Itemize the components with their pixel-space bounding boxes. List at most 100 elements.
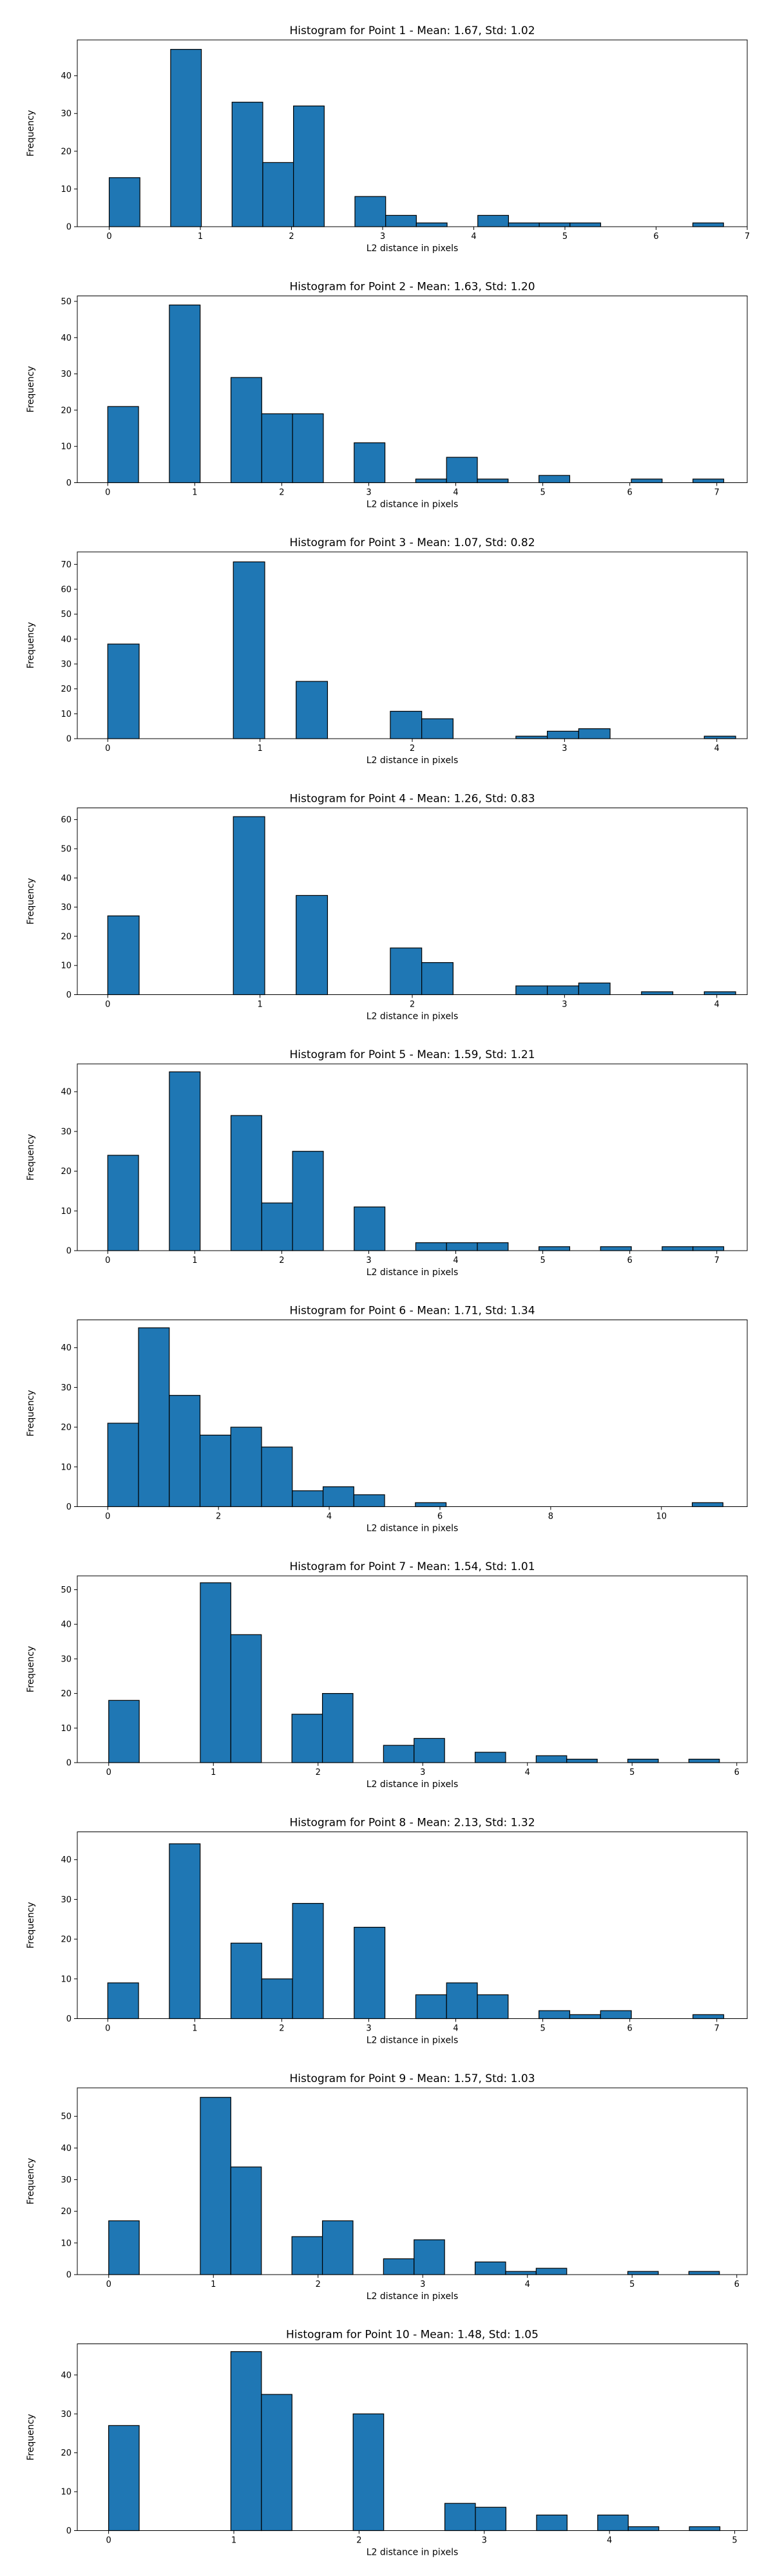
x-tick-label: 0 [105, 1000, 110, 1010]
histogram-bar [200, 2097, 231, 2275]
x-tick-label: 5 [562, 232, 568, 242]
histogram-bar [569, 2014, 601, 2020]
histogram-bar [600, 1246, 632, 1251]
histogram-bar [535, 1755, 568, 1763]
chart-panel-5: 0 1 2 3 4 5 6 7 0 10 20 30 40 Histogram for Point 5 -… [26, 1048, 748, 1278]
x-tick-label: 7 [745, 232, 750, 242]
x-tick-label: 3 [366, 1256, 371, 1265]
histogram-bar [107, 1423, 139, 1508]
plot-frame [77, 1063, 748, 1251]
histogram-bar [383, 1745, 415, 1763]
histogram-bar [390, 710, 423, 739]
histogram-bar [291, 2236, 323, 2275]
chart-panel-10: 0 1 2 3 4 5 0 10 20 30 40 Histogram for Point 10 - … [26, 2329, 748, 2558]
x-tick-label: 2 [216, 1512, 221, 1522]
histogram-bar [354, 1926, 386, 2020]
y-tick-label: 40 [61, 1343, 72, 1353]
plot-frame [77, 1575, 748, 1763]
histogram-bar [230, 2166, 262, 2275]
histogram-bar [515, 985, 548, 996]
chart-panel-9: 0 1 2 3 4 5 6 0 10 20 30 40 50 Histogram for Point 9 … [26, 2072, 748, 2302]
y-tick-label: 30 [61, 660, 72, 670]
chart-title: Histogram for Point 9 - Mean: 1.57, Std:… [289, 2072, 535, 2085]
x-tick-label: 2 [279, 488, 284, 498]
y-tick-label: 30 [61, 2175, 72, 2185]
y-tick-label: 0 [66, 478, 72, 488]
x-tick-label: 5 [540, 1256, 545, 1265]
histogram-bar [414, 2239, 445, 2275]
y-tick-label: 30 [61, 109, 72, 119]
y-tick-label: 0 [66, 1247, 72, 1256]
y-tick-label: 50 [61, 610, 72, 620]
y-tick-label: 10 [61, 1463, 72, 1472]
y-tick-label: 10 [61, 1975, 72, 1984]
x-tick-label: 2 [356, 2536, 361, 2546]
histogram-bar [261, 1978, 293, 2020]
histogram-bar [415, 1242, 447, 1251]
x-tick-label: 3 [366, 2024, 371, 2034]
x-tick-label: 1 [192, 1256, 197, 1265]
x-axis-label: L2 distance in pixels [367, 2548, 459, 2558]
histogram-bar [535, 2268, 568, 2275]
histogram-bar [505, 2271, 537, 2275]
histogram-bar [566, 1759, 598, 1763]
y-axis-label: Frequency [26, 1646, 36, 1692]
x-axis-label: L2 distance in pixels [367, 500, 459, 510]
x-tick-label: 1 [198, 232, 203, 242]
y-tick-label: 30 [61, 370, 72, 379]
histogram-bar [261, 413, 293, 484]
plot-frame [77, 39, 748, 227]
x-tick-label: 0 [106, 1768, 111, 1777]
x-tick-label: 4 [714, 1000, 720, 1010]
x-tick-label: 1 [192, 488, 197, 498]
histogram-bar [539, 2010, 571, 2020]
histogram-bar [600, 2010, 632, 2020]
x-tick-label: 0 [105, 1512, 110, 1522]
chart-title: Histogram for Point 10 - Mean: 1.48, Std… [286, 2329, 539, 2342]
histogram-bar [231, 102, 263, 227]
y-tick-label: 10 [61, 1207, 72, 1217]
histogram-bar [477, 478, 509, 484]
y-tick-label: 40 [61, 2371, 72, 2380]
y-tick-label: 40 [61, 71, 72, 81]
x-axis-label: L2 distance in pixels [367, 243, 459, 254]
histogram-bar [108, 2220, 140, 2275]
y-tick-label: 0 [66, 2271, 72, 2280]
y-tick-label: 40 [61, 1088, 72, 1097]
histogram-bar [515, 735, 548, 739]
histogram-bar [108, 1700, 140, 1763]
histogram-bar [108, 177, 140, 227]
x-tick-label: 2 [279, 1256, 284, 1265]
histogram-bar [421, 962, 453, 996]
y-tick-label: 50 [61, 297, 72, 307]
y-tick-label: 40 [61, 874, 72, 884]
y-axis-label: Frequency [26, 110, 36, 156]
y-tick-label: 10 [61, 442, 72, 452]
histogram-bar [108, 2425, 140, 2532]
histogram-bar [539, 222, 571, 227]
histogram-bar [508, 222, 540, 227]
x-tick-label: 4 [327, 1512, 332, 1522]
x-axis-label: L2 distance in pixels [367, 2036, 459, 2046]
x-tick-label: 0 [106, 2536, 111, 2546]
chart-title: Histogram for Point 6 - Mean: 1.71, Std:… [289, 1305, 535, 1318]
histogram-bar [169, 1071, 201, 1251]
x-tick-label: 3 [562, 744, 567, 753]
y-tick-label: 0 [66, 1502, 72, 1512]
x-tick-label: 8 [548, 1512, 553, 1522]
plot-frame [77, 1832, 748, 2019]
histogram-bar [321, 2220, 354, 2275]
histogram-bar [233, 561, 265, 739]
y-tick-label: 20 [61, 685, 72, 694]
histogram-bar [692, 478, 725, 484]
histogram-bar [230, 1634, 262, 1763]
y-tick-label: 40 [61, 334, 72, 343]
histogram-bar [293, 105, 325, 227]
histogram-bar [107, 643, 140, 739]
x-tick-label: 3 [420, 2280, 425, 2289]
histogram-bar [296, 681, 329, 739]
histogram-bar [199, 1434, 231, 1508]
x-axis-label: L2 distance in pixels [367, 1779, 459, 1790]
